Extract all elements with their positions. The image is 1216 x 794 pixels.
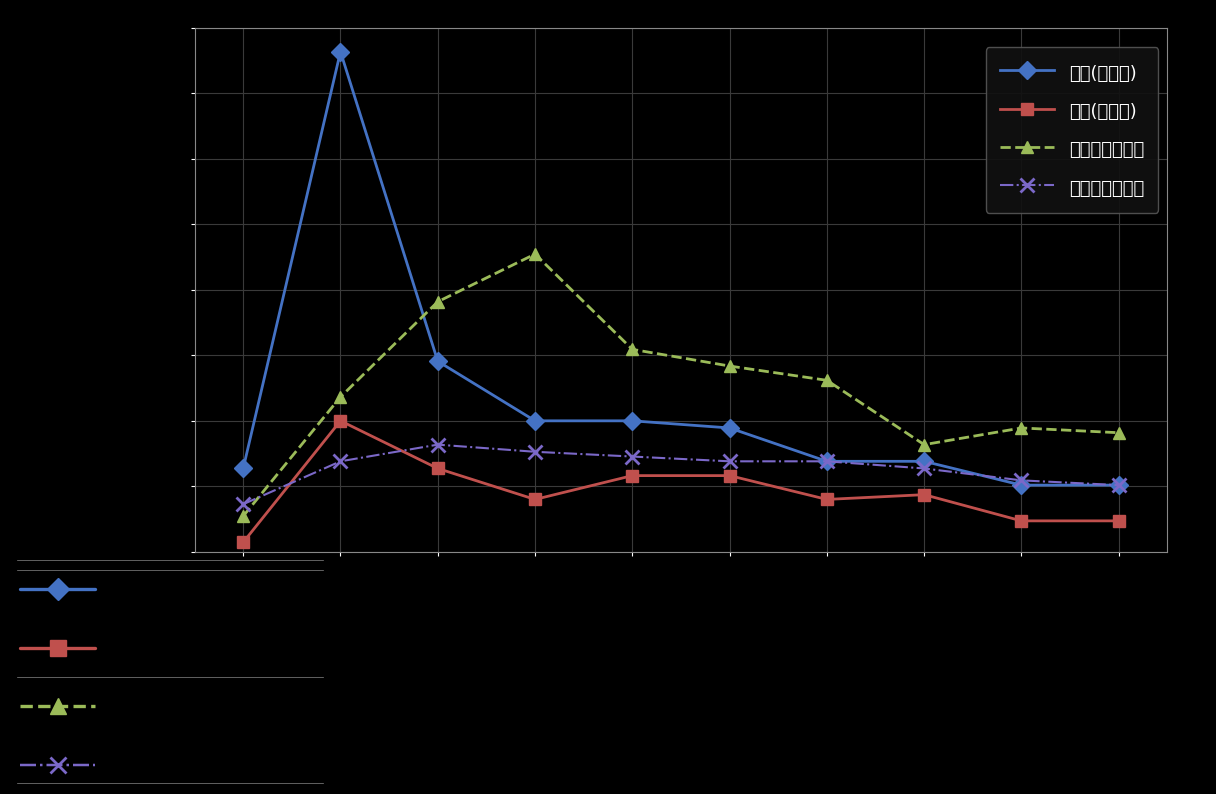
- 男性(加須市): [236, 464, 250, 473]
- 女性（埼玉県）: [1014, 476, 1029, 485]
- 男性（埼玉県）: [1111, 428, 1126, 437]
- 女性(加須市): [625, 471, 640, 480]
- 女性（埼玉県）: [625, 452, 640, 461]
- 女性（埼玉県）: [1111, 480, 1126, 490]
- 男性(加須市): [820, 457, 834, 466]
- 女性（埼玉県）: [430, 440, 445, 449]
- Line: 男性(加須市): 男性(加須市): [237, 45, 1125, 491]
- 男性（埼玉県）: [236, 511, 250, 521]
- 男性（埼玉県）: [820, 376, 834, 385]
- 男性(加須市): [722, 423, 737, 433]
- 女性(加須市): [917, 490, 931, 499]
- 男性（埼玉県）: [528, 249, 542, 259]
- 女性(加須市): [1111, 516, 1126, 526]
- 男性（埼玉県）: [430, 297, 445, 306]
- 男性(加須市): [430, 357, 445, 366]
- 男性（埼玉県）: [722, 361, 737, 371]
- 男性（埼玉県）: [1014, 423, 1029, 433]
- 男性(加須市): [625, 416, 640, 426]
- 男性(加須市): [528, 416, 542, 426]
- 女性(加須市): [528, 495, 542, 504]
- Line: 女性(加須市): 女性(加須市): [237, 414, 1125, 549]
- 女性（埼玉県）: [820, 457, 834, 466]
- 男性(加須市): [1014, 480, 1029, 490]
- 男性（埼玉県）: [917, 440, 931, 449]
- 女性（埼玉県）: [722, 457, 737, 466]
- 女性（埼玉県）: [236, 499, 250, 509]
- 男性（埼玉県）: [625, 345, 640, 354]
- 男性(加須市): [1111, 480, 1126, 490]
- 女性（埼玉県）: [333, 457, 348, 466]
- 男性（埼玉県）: [333, 392, 348, 402]
- 男性(加須市): [917, 457, 931, 466]
- 男性(加須市): [333, 47, 348, 56]
- Line: 女性（埼玉県）: 女性（埼玉県）: [236, 437, 1126, 511]
- 女性(加須市): [722, 471, 737, 480]
- Line: 男性（埼玉県）: 男性（埼玉県）: [237, 248, 1125, 522]
- 女性(加須市): [333, 416, 348, 426]
- 女性(加須市): [430, 464, 445, 473]
- 女性（埼玉県）: [917, 464, 931, 473]
- 女性(加須市): [1014, 516, 1029, 526]
- 女性(加須市): [820, 495, 834, 504]
- 女性（埼玉県）: [528, 447, 542, 457]
- 女性(加須市): [236, 538, 250, 547]
- Legend: 男性(加須市), 女性(加須市), 男性（埼玉県）, 女性（埼玉県）: 男性(加須市), 女性(加須市), 男性（埼玉県）, 女性（埼玉県）: [986, 48, 1159, 213]
